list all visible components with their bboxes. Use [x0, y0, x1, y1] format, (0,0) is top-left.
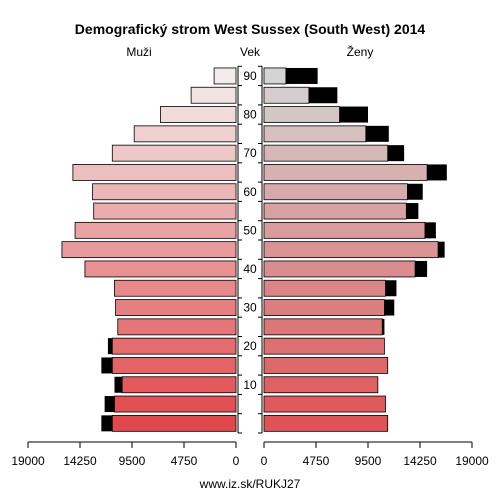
female-bar-15-19 — [263, 357, 389, 374]
male-bar-65-69 — [72, 164, 237, 181]
female-bar-85-89 — [263, 86, 310, 104]
male-bar-25-29 — [117, 318, 237, 336]
female-excess-90+ — [285, 67, 318, 84]
female-bar-65-69 — [263, 164, 428, 181]
female-x-axis: 0 4750 9500 14250 19000 — [261, 441, 489, 468]
male-x-tick-label: 14250 — [63, 454, 97, 468]
male-bar-5-9 — [114, 395, 237, 413]
female-bar-20-24 — [263, 337, 385, 355]
male-bar-80-84 — [160, 106, 237, 123]
female-x-tick-label: 14250 — [403, 454, 437, 468]
female-bar-45-49 — [263, 241, 439, 259]
female-bars — [263, 67, 447, 432]
male-excess-5-9 — [104, 396, 115, 413]
male-x-axis: 19000 14250 9500 4750 0 — [11, 441, 240, 468]
female-bar-35-39 — [263, 279, 386, 297]
male-bar-60-64 — [92, 183, 237, 201]
males-label: Muži — [126, 45, 151, 59]
female-bar-25-29 — [263, 318, 383, 336]
male-bars — [61, 67, 237, 432]
male-bar-55-59 — [93, 202, 237, 220]
age-tick-label: 90 — [243, 69, 257, 83]
age-tick-label: 80 — [243, 108, 257, 122]
male-excess-20-24 — [107, 338, 113, 355]
female-x-tick-label: 4750 — [303, 454, 330, 468]
female-bar-60-64 — [263, 183, 408, 201]
female-bar-30-34 — [263, 299, 385, 316]
male-x-tick-label: 4750 — [171, 454, 198, 468]
male-bar-10-14 — [121, 376, 237, 394]
female-x-tick-label: 19000 — [455, 454, 489, 468]
females-label: Ženy — [347, 44, 374, 59]
male-bar-90+ — [213, 67, 237, 85]
female-excess-85-89 — [308, 87, 338, 104]
female-excess-40-44 — [415, 260, 428, 277]
male-bar-40-44 — [84, 260, 237, 278]
female-bar-10-14 — [263, 376, 379, 394]
chart-title: Demografický strom West Sussex (South We… — [75, 21, 426, 37]
female-excess-80-84 — [339, 106, 368, 123]
age-tick-label: 40 — [243, 262, 257, 276]
female-excess-65-69 — [427, 164, 447, 181]
female-excess-25-29 — [382, 318, 385, 335]
female-excess-55-59 — [406, 203, 419, 220]
age-tick-label: 50 — [243, 223, 257, 237]
age-tick-label: 10 — [243, 378, 257, 392]
female-excess-30-34 — [384, 299, 395, 316]
male-bar-0-4 — [111, 414, 237, 432]
female-excess-35-39 — [385, 280, 397, 297]
female-excess-50-54 — [424, 222, 436, 239]
female-bar-5-9 — [263, 395, 386, 413]
male-excess-10-14 — [114, 376, 123, 393]
female-excess-45-49 — [438, 241, 445, 258]
age-axis: 10 20 30 40 50 60 70 80 90 — [237, 65, 263, 434]
female-bar-0-4 — [263, 414, 389, 432]
female-x-tick-label: 9500 — [355, 454, 382, 468]
female-excess-60-64 — [407, 183, 423, 200]
male-bar-20-24 — [111, 337, 237, 355]
male-excess-15-19 — [101, 357, 113, 374]
age-tick-label: 20 — [243, 339, 257, 353]
female-bar-70-74 — [263, 144, 389, 162]
female-bar-55-59 — [263, 202, 407, 220]
female-bar-50-54 — [263, 221, 426, 239]
male-bar-50-54 — [74, 221, 237, 239]
female-bar-75-79 — [263, 125, 367, 143]
female-excess-70-74 — [387, 145, 405, 162]
male-bar-15-19 — [111, 357, 237, 374]
male-bar-85-89 — [190, 86, 237, 104]
male-bar-30-34 — [115, 299, 237, 316]
male-x-tick-label: 9500 — [119, 454, 146, 468]
male-bar-45-49 — [61, 241, 237, 259]
male-excess-0-4 — [101, 415, 113, 432]
female-bar-40-44 — [263, 260, 416, 278]
female-x-tick-label: 0 — [261, 454, 268, 468]
age-tick-label: 70 — [243, 146, 257, 160]
male-x-tick-label: 0 — [233, 454, 240, 468]
female-bar-90+ — [263, 67, 287, 85]
male-bar-35-39 — [114, 279, 237, 297]
source-footer: www.iz.sk/RUKJ27 — [199, 477, 301, 491]
age-tick-label: 30 — [243, 301, 257, 315]
female-bar-80-84 — [263, 106, 340, 123]
male-bar-75-79 — [133, 125, 237, 143]
age-tick-label: 60 — [243, 185, 257, 199]
age-label: Vek — [240, 45, 261, 59]
female-excess-75-79 — [365, 125, 389, 142]
male-x-tick-label: 19000 — [11, 454, 45, 468]
male-bar-70-74 — [111, 144, 237, 162]
